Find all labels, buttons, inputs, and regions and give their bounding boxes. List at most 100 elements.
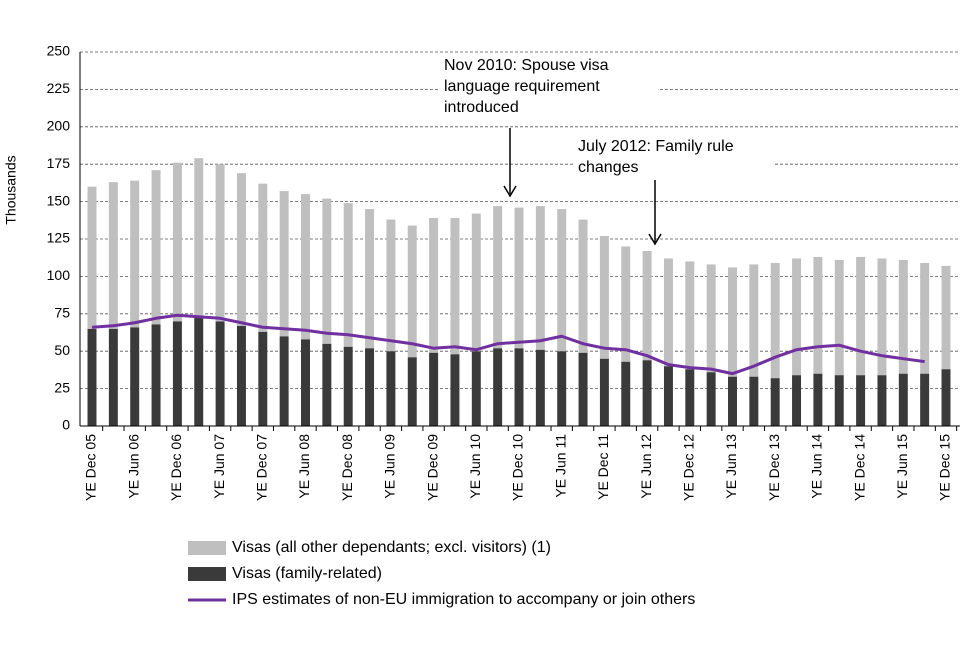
bar <box>172 321 182 426</box>
annotation: Nov 2010: Spouse visa <box>444 57 609 74</box>
bar <box>856 256 866 376</box>
legend-swatch <box>188 541 226 555</box>
y-tick-label: 0 <box>62 417 70 433</box>
x-tick-label: YE Jun 08 <box>296 434 312 499</box>
bar <box>343 203 353 347</box>
bar <box>322 198 332 344</box>
bar <box>365 348 375 426</box>
bar <box>471 351 481 426</box>
y-axis-label: Thousands <box>3 155 19 224</box>
bar <box>877 258 887 376</box>
bar <box>834 259 844 376</box>
x-tick-label: YE Dec 06 <box>168 434 184 501</box>
bar <box>258 183 268 332</box>
annotation-arrowhead <box>503 185 517 198</box>
bar <box>663 258 673 367</box>
bar <box>792 258 802 376</box>
bar <box>279 191 289 337</box>
x-tick-label: YE Jun 14 <box>809 434 825 499</box>
line-series <box>91 313 925 376</box>
bar <box>130 180 140 328</box>
y-tick-label: 150 <box>47 192 71 208</box>
bar <box>258 331 268 426</box>
x-tick-label: YE Dec 13 <box>766 434 782 501</box>
y-tick-label: 100 <box>47 267 71 283</box>
bar <box>557 351 567 426</box>
x-tick-label: YE Jun 10 <box>467 434 483 499</box>
bar <box>514 207 524 349</box>
x-tick-label: YE Jun 11 <box>552 434 568 498</box>
bar <box>920 373 930 426</box>
y-tick-label: 50 <box>54 342 70 358</box>
bar <box>386 219 396 352</box>
bar <box>578 219 588 353</box>
x-tick-label: YE Dec 11 <box>595 434 611 500</box>
bar <box>151 170 161 325</box>
x-tick-label: YE Dec 07 <box>254 434 270 501</box>
bar <box>557 209 567 352</box>
y-tick-label: 200 <box>47 118 71 134</box>
y-tick-label: 175 <box>47 155 71 171</box>
bar <box>706 372 716 426</box>
bar <box>770 262 780 379</box>
bar <box>151 324 161 426</box>
bar <box>728 376 737 426</box>
y-tick-label: 225 <box>47 80 71 96</box>
x-tick-label: YE Jun 07 <box>211 434 227 499</box>
legend-label: Visas (all other dependants; excl. visit… <box>232 539 551 556</box>
bar <box>813 256 823 374</box>
x-tick-label: YE Dec 05 <box>83 434 99 501</box>
x-tick-label: YE Jun 13 <box>723 434 739 499</box>
bar <box>514 348 524 426</box>
bar <box>130 327 140 426</box>
x-tick-label: YE Jun 06 <box>125 434 141 499</box>
bar <box>792 375 802 426</box>
bar <box>493 206 503 349</box>
bar <box>493 348 503 426</box>
bar <box>322 343 332 426</box>
bar <box>343 346 353 426</box>
bar <box>642 360 652 426</box>
bar <box>749 264 759 377</box>
bar <box>301 339 310 426</box>
bar <box>108 182 118 329</box>
bar <box>535 349 545 426</box>
bar <box>429 218 439 353</box>
bar <box>706 264 716 373</box>
x-tick-label: YE Dec 10 <box>510 434 526 501</box>
bar <box>236 325 246 426</box>
bar <box>87 186 97 329</box>
legend-label: Visas (family-related) <box>232 565 382 582</box>
bar <box>599 236 609 359</box>
bar <box>194 158 204 317</box>
y-tick-label: 25 <box>54 379 70 395</box>
bar <box>407 225 417 358</box>
annotation-bg <box>574 135 774 181</box>
bar <box>728 267 737 377</box>
bar <box>877 375 887 426</box>
bar <box>685 261 695 370</box>
bar <box>770 378 780 426</box>
x-tick-label: YE Jun 09 <box>382 434 398 499</box>
annotation-bg <box>440 54 660 121</box>
bar <box>301 194 310 340</box>
bar <box>599 358 609 426</box>
y-tick-label: 250 <box>47 43 71 59</box>
bar <box>194 316 204 426</box>
bar <box>365 209 375 349</box>
x-tick-label: YE Jun 12 <box>638 434 654 499</box>
bar <box>941 265 951 370</box>
x-tick-label: YE Dec 15 <box>937 434 953 501</box>
legend-label: IPS estimates of non-EU immigration to a… <box>232 591 695 608</box>
annotation: language requirement <box>444 78 600 95</box>
bar <box>172 162 182 322</box>
x-tick-label: YE Jun 15 <box>894 434 910 499</box>
bar <box>87 328 97 426</box>
legend-swatch <box>188 567 226 581</box>
bar <box>813 373 823 426</box>
bar <box>215 164 225 322</box>
bar <box>621 361 631 426</box>
bar <box>578 352 588 426</box>
bar <box>450 218 460 355</box>
